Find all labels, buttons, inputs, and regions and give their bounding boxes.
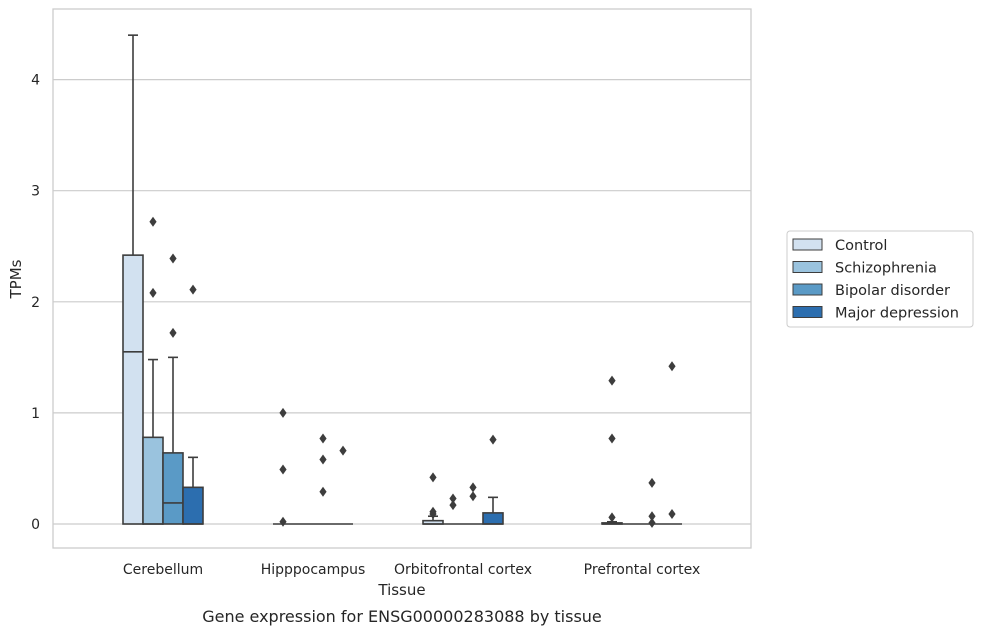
plot-area-frame (52, 8, 752, 549)
box-body (482, 512, 504, 525)
outlier-point (469, 491, 477, 502)
y-tick-label: 1 (31, 406, 40, 422)
legend-swatch (792, 306, 823, 318)
outlier-point (648, 517, 656, 528)
legend-swatch (792, 238, 823, 251)
outlier-point (319, 486, 327, 497)
y-tick-label: 3 (31, 184, 40, 200)
outlier-point (668, 361, 676, 372)
legend-label: Control (835, 238, 887, 254)
legend-label: Major depression (835, 306, 959, 322)
boxes (122, 34, 682, 528)
box-group (122, 34, 144, 525)
outlier-point (319, 454, 327, 465)
outlier-point (189, 284, 197, 295)
y-axis-label: TPMs (7, 259, 25, 299)
box-group (642, 477, 662, 528)
outlier-point (279, 516, 287, 527)
outlier-point (489, 434, 497, 445)
outlier-point (608, 433, 616, 444)
x-tick-label: Hipppocampus (261, 562, 366, 578)
box-group (313, 433, 333, 525)
outlier-point (169, 253, 177, 264)
outlier-point (648, 477, 656, 488)
box-group (662, 361, 682, 525)
legend-label: Bipolar disorder (835, 283, 950, 299)
box-group (162, 253, 184, 525)
box-body (122, 254, 144, 525)
legend-label: Schizophrenia (835, 261, 937, 277)
outlier-point (429, 509, 437, 520)
box-group (273, 407, 293, 527)
outlier-point (149, 287, 157, 298)
outlier-point (608, 512, 616, 523)
outlier-point (279, 407, 287, 418)
outlier-point (149, 216, 157, 227)
outlier-point (429, 472, 437, 483)
outlier-point (339, 445, 347, 456)
x-tick-label: Prefrontal cortex (584, 562, 701, 578)
y-tick-label: 0 (31, 517, 40, 533)
box-body (162, 452, 184, 525)
outlier-point (668, 509, 676, 520)
chart-caption: Gene expression for ENSG00000283088 by t… (202, 607, 602, 626)
box-body (142, 436, 164, 525)
y-tick-label: 2 (31, 295, 40, 311)
outlier-point (169, 327, 177, 338)
outlier-point (648, 511, 656, 522)
box-group (182, 284, 204, 525)
legend-swatch (792, 283, 823, 296)
y-axis-ticks: 0 1 2 3 4 (31, 73, 40, 533)
box-group (482, 434, 504, 525)
box-group (422, 472, 444, 525)
outlier-point (608, 375, 616, 386)
box-group (142, 216, 164, 525)
x-tick-label: Cerebellum (123, 562, 203, 578)
outlier-point (279, 464, 287, 475)
outlier-point (319, 433, 327, 444)
box-group (463, 482, 483, 525)
legend-swatch (792, 261, 823, 273)
outlier-point (469, 482, 477, 493)
outlier-point (449, 500, 457, 511)
legend: Control Schizophrenia Bipolar disorder Majo… (786, 230, 974, 328)
box-group (333, 445, 353, 525)
box-group (601, 375, 623, 525)
box-group (443, 493, 463, 525)
x-tick-label: Orbitofrontal cortex (394, 562, 532, 578)
x-axis-label: Tissue (377, 581, 425, 599)
x-axis-ticks: Cerebellum Hipppocampus Orbitofrontal cort… (123, 562, 700, 578)
y-tick-label: 4 (31, 73, 40, 89)
box-body (182, 486, 204, 525)
legend-frame (786, 230, 974, 328)
outlier-point (449, 493, 457, 504)
